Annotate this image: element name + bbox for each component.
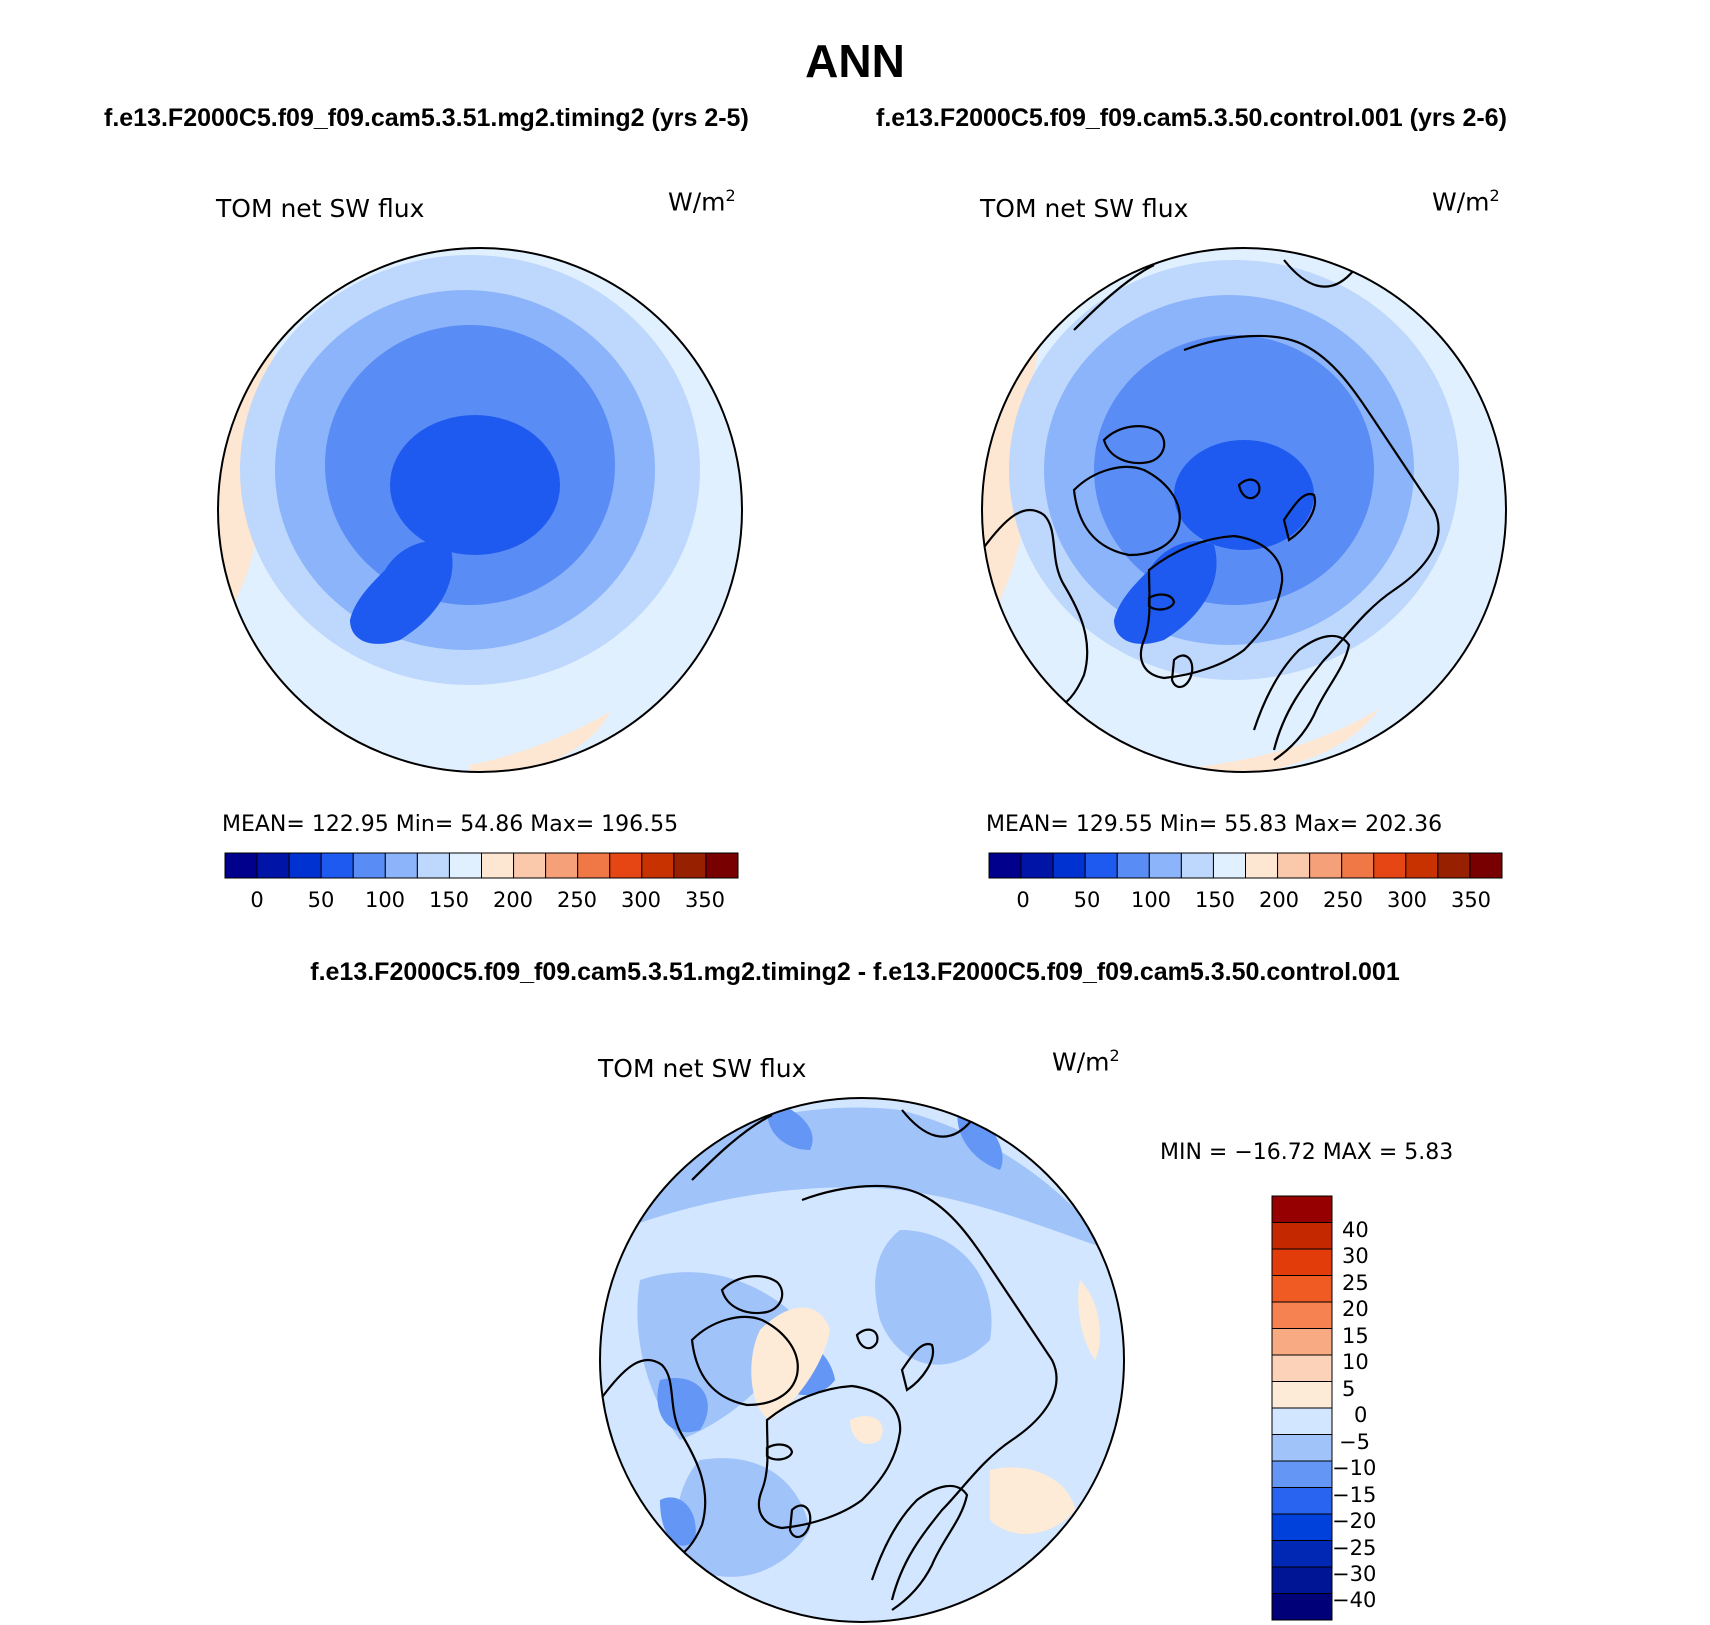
colorbar-cell: [1271, 1248, 1333, 1276]
cbar1-tick-label: 100: [364, 888, 406, 912]
diff-units: W/m2: [1052, 1046, 1120, 1077]
colorbar-cell: [384, 852, 418, 879]
cbar1-tick-label: 200: [492, 888, 534, 912]
map-panel-2: [981, 247, 1507, 773]
colorbar-cell: [1271, 1487, 1333, 1515]
cbar-diff-tick-label: 10: [1342, 1350, 1369, 1374]
colorbar-cell: [1271, 1540, 1333, 1568]
difference-title: f.e13.F2000C5.f09_f09.cam5.3.51.mg2.timi…: [310, 958, 1400, 986]
cbar-diff-tick-label: −10: [1332, 1456, 1377, 1480]
colorbar-cell: [320, 852, 354, 879]
cbar-diff-tick-label: −30: [1332, 1562, 1377, 1586]
colorbar-difference: [1271, 1195, 1333, 1621]
case-left-title: f.e13.F2000C5.f09_f09.cam5.3.51.mg2.timi…: [104, 104, 749, 132]
colorbar-cell: [416, 852, 450, 879]
cbar-diff-tick-label: 25: [1342, 1271, 1369, 1295]
cbar-diff-tick-label: −5: [1339, 1430, 1370, 1454]
colorbar-cell: [1277, 852, 1311, 879]
cbar-diff-tick-label: −25: [1332, 1536, 1377, 1560]
colorbar-cell: [448, 852, 482, 879]
colorbar-cell: [256, 852, 290, 879]
colorbar-cell: [1052, 852, 1086, 879]
cbar2-tick-label: 200: [1258, 888, 1300, 912]
colorbar-cell: [1020, 852, 1054, 879]
cbar1-tick-label: 50: [307, 888, 335, 912]
colorbar-cell: [1180, 852, 1214, 879]
cbar-diff-tick-label: 0: [1354, 1403, 1368, 1427]
map-panel-difference: [599, 1097, 1125, 1623]
cbar1-tick-label: 300: [620, 888, 662, 912]
diff-variable-label: TOM net SW flux: [598, 1054, 807, 1083]
colorbar-cell: [288, 852, 322, 879]
colorbar-cell: [1271, 1275, 1333, 1303]
panel1-variable-label: TOM net SW flux: [216, 194, 425, 223]
colorbar-cell: [513, 852, 547, 879]
cbar-diff-tick-label: 30: [1342, 1244, 1369, 1268]
colorbar-cell: [1271, 1513, 1333, 1541]
panel2-variable-label: TOM net SW flux: [980, 194, 1189, 223]
colorbar-cell: [224, 852, 258, 879]
colorbar-cell: [641, 852, 675, 879]
colorbar-cell: [1341, 852, 1375, 879]
colorbar-cell: [1084, 852, 1118, 879]
colorbar-cell: [1271, 1301, 1333, 1329]
cbar1-tick-label: 250: [556, 888, 598, 912]
map-panel-1: [217, 247, 743, 773]
case-right-title: f.e13.F2000C5.f09_f09.cam5.3.50.control.…: [876, 104, 1507, 132]
colorbar-cell: [1148, 852, 1182, 879]
colorbar-cell: [1271, 1222, 1333, 1250]
cbar1-tick-label: 0: [250, 888, 264, 912]
cbar2-tick-label: 150: [1194, 888, 1236, 912]
colorbar-cell: [1271, 1434, 1333, 1462]
colorbar-cell: [1271, 1195, 1333, 1223]
cbar-diff-tick-label: −40: [1332, 1588, 1377, 1612]
diff-stats: MIN = −16.72 MAX = 5.83: [1160, 1140, 1454, 1165]
colorbar-cell: [1373, 852, 1407, 879]
cbar1-tick-label: 350: [684, 888, 726, 912]
cbar2-tick-label: 100: [1130, 888, 1172, 912]
cbar-diff-tick-label: 5: [1342, 1377, 1356, 1401]
colorbar-cell: [705, 852, 739, 879]
colorbar-cell: [988, 852, 1022, 879]
colorbar-cell: [1271, 1407, 1333, 1435]
colorbar-cell: [577, 852, 611, 879]
cbar2-tick-label: 300: [1386, 888, 1428, 912]
colorbar-panel-1: [224, 852, 739, 879]
cbar-diff-tick-label: −15: [1332, 1483, 1377, 1507]
cbar2-tick-label: 0: [1016, 888, 1030, 912]
cbar2-tick-label: 50: [1073, 888, 1101, 912]
colorbar-cell: [1309, 852, 1343, 879]
colorbar-cell: [1271, 1328, 1333, 1356]
colorbar-cell: [673, 852, 707, 879]
cbar2-tick-label: 350: [1450, 888, 1492, 912]
colorbar-cell: [1271, 1381, 1333, 1409]
colorbar-cell: [1271, 1354, 1333, 1382]
cbar-diff-tick-label: 15: [1342, 1324, 1369, 1348]
main-title: ANN: [805, 35, 905, 87]
colorbar-cell: [1405, 852, 1439, 879]
colorbar-cell: [1437, 852, 1471, 879]
colorbar-cell: [352, 852, 386, 879]
panel2-stats: MEAN= 129.55 Min= 55.83 Max= 202.36: [986, 812, 1443, 837]
colorbar-cell: [481, 852, 515, 879]
cbar-diff-tick-label: −20: [1332, 1509, 1377, 1533]
cbar-diff-tick-label: 20: [1342, 1297, 1369, 1321]
colorbar-cell: [1271, 1566, 1333, 1594]
colorbar-cell: [1116, 852, 1150, 879]
colorbar-cell: [1271, 1460, 1333, 1488]
colorbar-cell: [609, 852, 643, 879]
panel2-units: W/m2: [1432, 186, 1500, 217]
colorbar-cell: [1469, 852, 1503, 879]
colorbar-cell: [1212, 852, 1246, 879]
colorbar-cell: [545, 852, 579, 879]
colorbar-cell: [1245, 852, 1279, 879]
cbar-diff-tick-label: 40: [1342, 1218, 1369, 1242]
colorbar-panel-2: [988, 852, 1503, 879]
panel1-units: W/m2: [668, 186, 736, 217]
colorbar-cell: [1271, 1593, 1333, 1621]
cbar2-tick-label: 250: [1322, 888, 1364, 912]
cbar1-tick-label: 150: [428, 888, 470, 912]
panel1-stats: MEAN= 122.95 Min= 54.86 Max= 196.55: [222, 812, 679, 837]
